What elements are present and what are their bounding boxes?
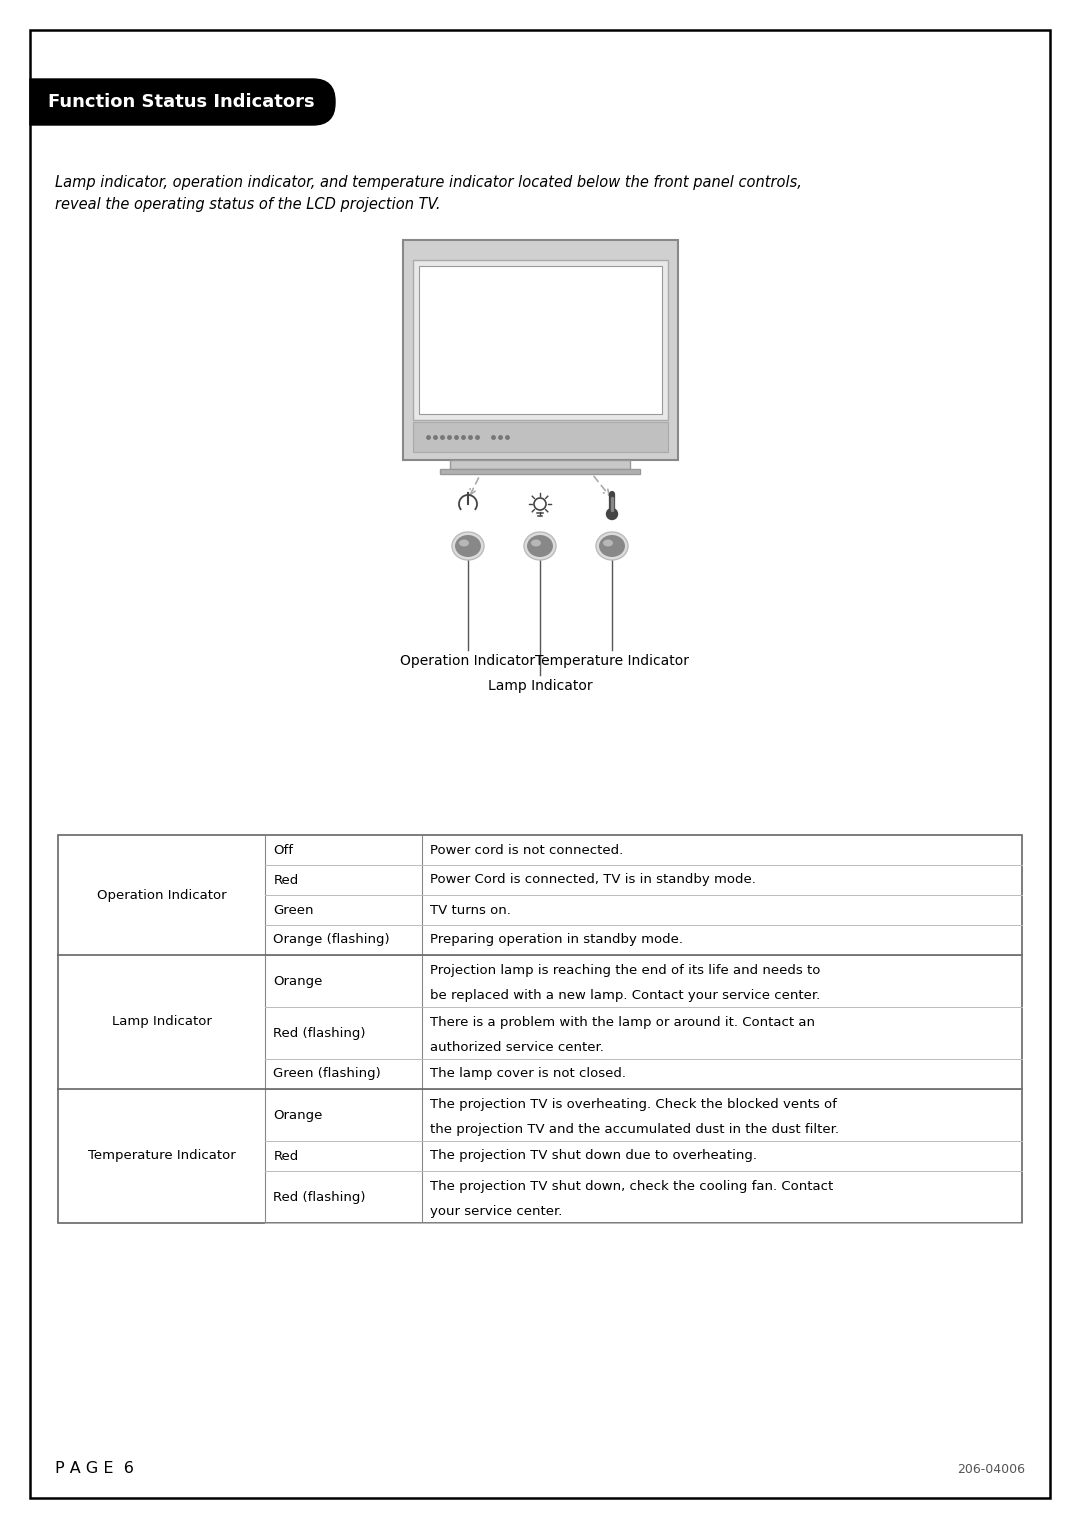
Text: Red (flashing): Red (flashing) [273, 1027, 366, 1039]
Text: Temperature Indicator: Temperature Indicator [535, 654, 689, 668]
Text: TV turns on.: TV turns on. [431, 903, 511, 917]
Bar [403, 240, 677, 460]
Text: Orange: Orange [273, 1108, 323, 1122]
Text: Power cord is not connected.: Power cord is not connected. [431, 843, 623, 857]
Bar [58, 834, 1022, 1222]
Ellipse shape [524, 532, 556, 559]
Text: Red (flashing): Red (flashing) [273, 1190, 366, 1204]
Text: Preparing operation in standby mode.: Preparing operation in standby mode. [431, 934, 684, 946]
Circle shape [607, 509, 618, 520]
Text: authorized service center.: authorized service center. [431, 1041, 605, 1054]
Text: Green (flashing): Green (flashing) [273, 1068, 381, 1080]
Text: Red: Red [273, 1149, 298, 1163]
Text: Projection lamp is reaching the end of its life and needs to: Projection lamp is reaching the end of i… [431, 964, 821, 976]
PathPatch shape [30, 79, 335, 125]
Text: The projection TV shut down, check the cooling fan. Contact: The projection TV shut down, check the c… [431, 1180, 834, 1193]
Text: The projection TV shut down due to overheating.: The projection TV shut down due to overh… [431, 1149, 757, 1163]
Text: be replaced with a new lamp. Contact your service center.: be replaced with a new lamp. Contact you… [431, 989, 821, 1002]
Text: Lamp indicator, operation indicator, and temperature indicator located below the: Lamp indicator, operation indicator, and… [55, 176, 801, 189]
Text: Lamp Indicator: Lamp Indicator [111, 1016, 212, 1028]
Ellipse shape [455, 535, 481, 558]
Text: Off: Off [273, 843, 294, 857]
Bar [440, 469, 640, 474]
Text: Orange (flashing): Orange (flashing) [273, 934, 390, 946]
Text: Function Status Indicators: Function Status Indicators [48, 93, 314, 112]
Text: 206-04006: 206-04006 [957, 1462, 1025, 1476]
Bar [413, 260, 667, 420]
Text: Orange: Orange [273, 975, 323, 987]
Ellipse shape [603, 539, 613, 547]
Text: Red: Red [273, 874, 298, 886]
Text: the projection TV and the accumulated dust in the dust filter.: the projection TV and the accumulated du… [431, 1123, 839, 1135]
Text: Lamp Indicator: Lamp Indicator [488, 678, 592, 694]
Text: Operation Indicator: Operation Indicator [401, 654, 536, 668]
Ellipse shape [599, 535, 625, 558]
Text: Green: Green [273, 903, 314, 917]
Text: Power Cord is connected, TV is in standby mode.: Power Cord is connected, TV is in standb… [431, 874, 756, 886]
Ellipse shape [459, 539, 469, 547]
Text: your service center.: your service center. [431, 1204, 563, 1218]
Bar [419, 266, 661, 414]
Text: P A G E  6: P A G E 6 [55, 1461, 134, 1476]
Ellipse shape [527, 535, 553, 558]
Text: Temperature Indicator: Temperature Indicator [87, 1149, 235, 1163]
Text: The projection TV is overheating. Check the blocked vents of: The projection TV is overheating. Check … [431, 1099, 837, 1111]
Bar [450, 460, 630, 469]
Text: reveal the operating status of the LCD projection TV.: reveal the operating status of the LCD p… [55, 197, 441, 212]
Ellipse shape [453, 532, 484, 559]
Bar [413, 422, 667, 452]
Text: Operation Indicator: Operation Indicator [97, 888, 227, 902]
Text: There is a problem with the lamp or around it. Contact an: There is a problem with the lamp or arou… [431, 1016, 815, 1028]
Ellipse shape [531, 539, 541, 547]
Text: The lamp cover is not closed.: The lamp cover is not closed. [431, 1068, 626, 1080]
Ellipse shape [596, 532, 627, 559]
